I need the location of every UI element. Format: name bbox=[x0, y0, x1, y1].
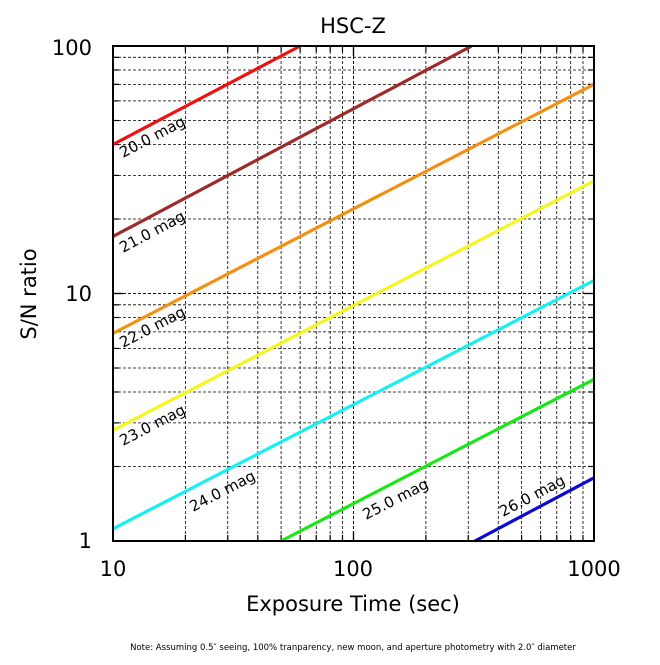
series-line bbox=[112, 44, 301, 146]
series-line bbox=[112, 179, 595, 432]
x-tick-label: 10 bbox=[100, 557, 127, 581]
series-line bbox=[474, 476, 595, 543]
y-tick-label: 1 bbox=[79, 529, 92, 553]
x-axis-label: Exposure Time (sec) bbox=[246, 592, 460, 616]
series-line bbox=[280, 377, 595, 543]
y-tick-label: 100 bbox=[52, 36, 92, 60]
footnote: Note: Assuming 0.5″ seeing, 100% tranpar… bbox=[130, 643, 576, 653]
y-tick-label: 10 bbox=[65, 282, 92, 306]
x-tick-label: 1000 bbox=[567, 557, 620, 581]
series-lines bbox=[112, 44, 595, 543]
x-tick-label: 100 bbox=[333, 557, 373, 581]
series-line bbox=[112, 278, 595, 531]
series-line bbox=[112, 44, 473, 238]
plot-frame bbox=[112, 45, 595, 542]
series-line bbox=[112, 82, 595, 335]
y-axis-label: S/N ratio bbox=[17, 248, 41, 339]
chart-title: HSC-Z bbox=[320, 14, 386, 38]
series-label: 23.0 mag bbox=[117, 401, 189, 450]
